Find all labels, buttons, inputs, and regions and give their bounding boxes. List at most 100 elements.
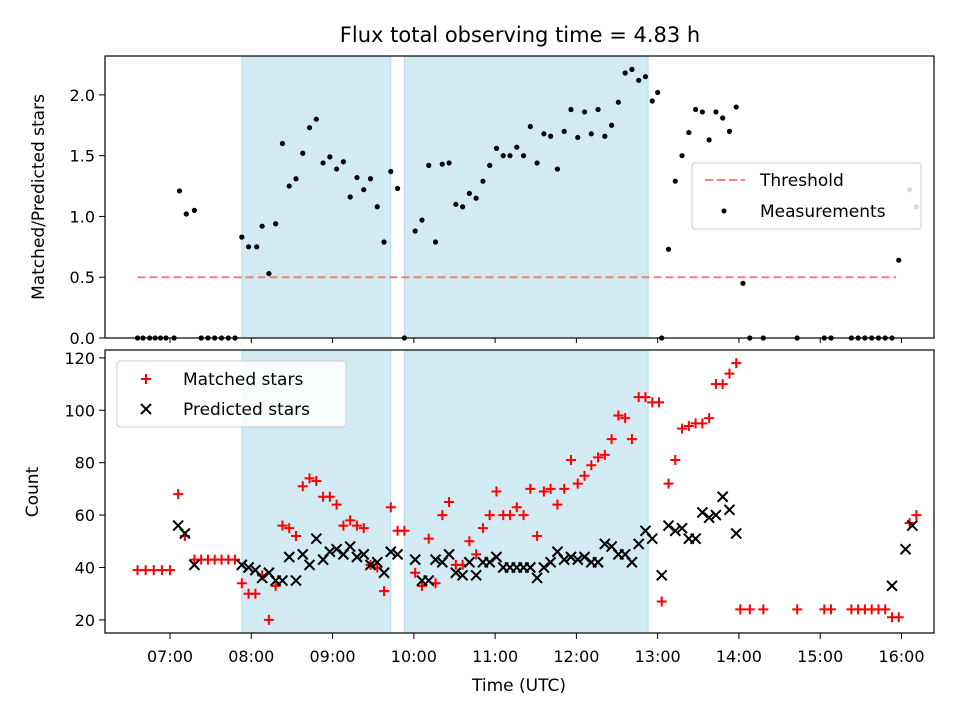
x-tick-label: 15:00 (797, 647, 843, 666)
matched-star-point (351, 520, 362, 531)
predicted-star-point (524, 561, 537, 574)
matched-star-point (338, 520, 349, 531)
measurement-point (692, 106, 699, 113)
measurement-point (520, 153, 527, 159)
measurement-point (615, 99, 621, 105)
measurement-point (706, 137, 712, 143)
y-tick-label: 100 (64, 401, 95, 420)
y-tick-label: 80 (75, 454, 95, 473)
measurement-point (245, 244, 252, 250)
measurement-point (191, 207, 198, 213)
measurement-point (622, 70, 628, 76)
predicted-star-point (544, 556, 557, 568)
matched-star-point (880, 604, 891, 615)
matched-star-point (518, 510, 529, 521)
matched-star-point (416, 580, 427, 591)
matched-star-point (230, 554, 241, 565)
y-tick-label: 0.0 (70, 329, 95, 348)
matched-star-point (599, 449, 610, 460)
measurement-point (480, 178, 486, 184)
matched-star-point (236, 578, 247, 589)
measurement-point (306, 125, 313, 131)
measurement-point (273, 221, 279, 227)
measurement-point (720, 115, 726, 121)
predicted-star-point (324, 546, 336, 558)
predicted-star-point (351, 551, 363, 563)
measurement-point (699, 109, 705, 115)
predicted-star-point (290, 574, 302, 587)
matched-star-point (731, 358, 742, 369)
matched-star-point (620, 413, 631, 424)
predicted-star-point (531, 572, 543, 584)
matched-star-point (654, 397, 665, 408)
matched-star-point (826, 604, 837, 615)
predicted-star-point (626, 556, 638, 568)
matched-star-point (656, 596, 667, 607)
measurement-point (896, 257, 902, 263)
predicted-star-point (710, 509, 722, 521)
measurement-points (134, 66, 919, 341)
matched-star-point (297, 481, 308, 492)
matched-star-point (579, 470, 590, 481)
measurement-point (740, 280, 746, 286)
predicted-star-point (371, 556, 383, 568)
count-legend: Matched stars Predicted stars (116, 360, 347, 428)
matched-star-point (444, 496, 455, 507)
predicted-star-point (730, 527, 742, 540)
predicted-star-point (716, 491, 729, 503)
measurement-point (300, 150, 306, 156)
measurement-point (347, 194, 353, 200)
predicted-star-point (689, 532, 702, 545)
measurement-point (636, 77, 642, 83)
measurement-point (367, 176, 374, 182)
measurement-point (432, 239, 439, 245)
legend-x-marker (140, 403, 152, 415)
matched-star-point (358, 523, 369, 534)
matched-star-point (626, 434, 637, 445)
matched-star-point (697, 418, 708, 429)
ratio-legend-box (691, 162, 922, 230)
measurement-point (672, 178, 678, 184)
predicted-star-point (456, 569, 469, 582)
observing-window (403, 349, 649, 634)
matched-star-point (663, 478, 674, 489)
y-tick-label: 60 (75, 506, 95, 525)
matched-star-point (792, 604, 803, 615)
matched-star-point (511, 502, 522, 513)
measurement-point (446, 160, 452, 166)
predicted-star-point (676, 522, 688, 534)
legend-threshold-label: Threshold (759, 171, 844, 191)
count-panel: 20 40 60 80 100 120 07:00 08:00 09:00 10:00 11:00… (23, 349, 935, 696)
matched-star-point (545, 483, 556, 494)
predicted-star-point (538, 561, 550, 574)
count-x-ticks: 07:00 08:00 09:00 10:00 11:00 12:00 13:00 14:00… (147, 633, 925, 666)
predicted-star-point (364, 559, 377, 571)
measurement-point (514, 144, 520, 150)
matched-star-point (606, 434, 617, 445)
predicted-star-point (276, 574, 289, 587)
matched-star-point (559, 483, 570, 494)
x-tick-label: 14:00 (716, 647, 762, 666)
measurement-point (293, 176, 299, 182)
matched-star-point (565, 455, 576, 466)
measurement-point (665, 246, 672, 252)
matched-star-point (724, 368, 735, 379)
matched-star-point (491, 486, 502, 497)
x-tick-label: 16:00 (878, 647, 924, 666)
measurement-point (602, 133, 608, 139)
measurement-point (286, 183, 292, 189)
measurement-point (726, 128, 733, 134)
predicted-star-point (899, 543, 912, 555)
matched-star-point (284, 523, 295, 534)
legend-plus-marker (141, 374, 151, 384)
predicted-star-point (378, 567, 390, 579)
measurement-point (568, 106, 574, 113)
measurement-point (609, 122, 615, 128)
measurement-point (655, 89, 661, 96)
measurement-point (642, 74, 649, 80)
x-tick-label: 12:00 (553, 647, 599, 666)
predicted-star-point (330, 543, 343, 555)
observing-window (241, 55, 392, 339)
predicted-star-point (242, 561, 255, 574)
matched-star-point (331, 499, 342, 510)
